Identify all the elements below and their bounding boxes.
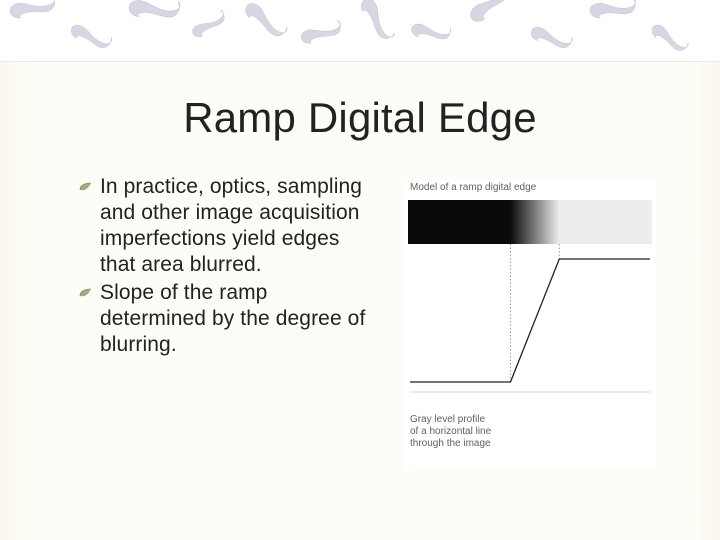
bullet-text: Slope of the ramp determined by the degr… (100, 280, 378, 358)
figure-ramp-edge: Model of a ramp digital edge Gray level … (404, 180, 656, 470)
bullet-item: Slope of the ramp determined by the degr… (78, 280, 378, 358)
figure-caption-bottom: Gray level profile of a horizontal line … (410, 414, 491, 450)
slide-title: Ramp Digital Edge (0, 94, 720, 142)
pattern-svg (0, 0, 720, 62)
gradient-bar (408, 200, 652, 244)
bullet-text: In practice, optics, sampling and other … (100, 174, 378, 278)
bullet-list: In practice, optics, sampling and other … (78, 174, 378, 360)
bullet-item: In practice, optics, sampling and other … (78, 174, 378, 278)
figure-caption-top: Model of a ramp digital edge (410, 182, 536, 193)
gray-level-profile-plot (408, 244, 652, 394)
slide-body: Ramp Digital Edge In practice, optics, s… (0, 62, 720, 540)
decorative-top-pattern (0, 0, 720, 62)
leaf-bullet-icon (78, 174, 100, 193)
leaf-bullet-icon (78, 280, 100, 299)
